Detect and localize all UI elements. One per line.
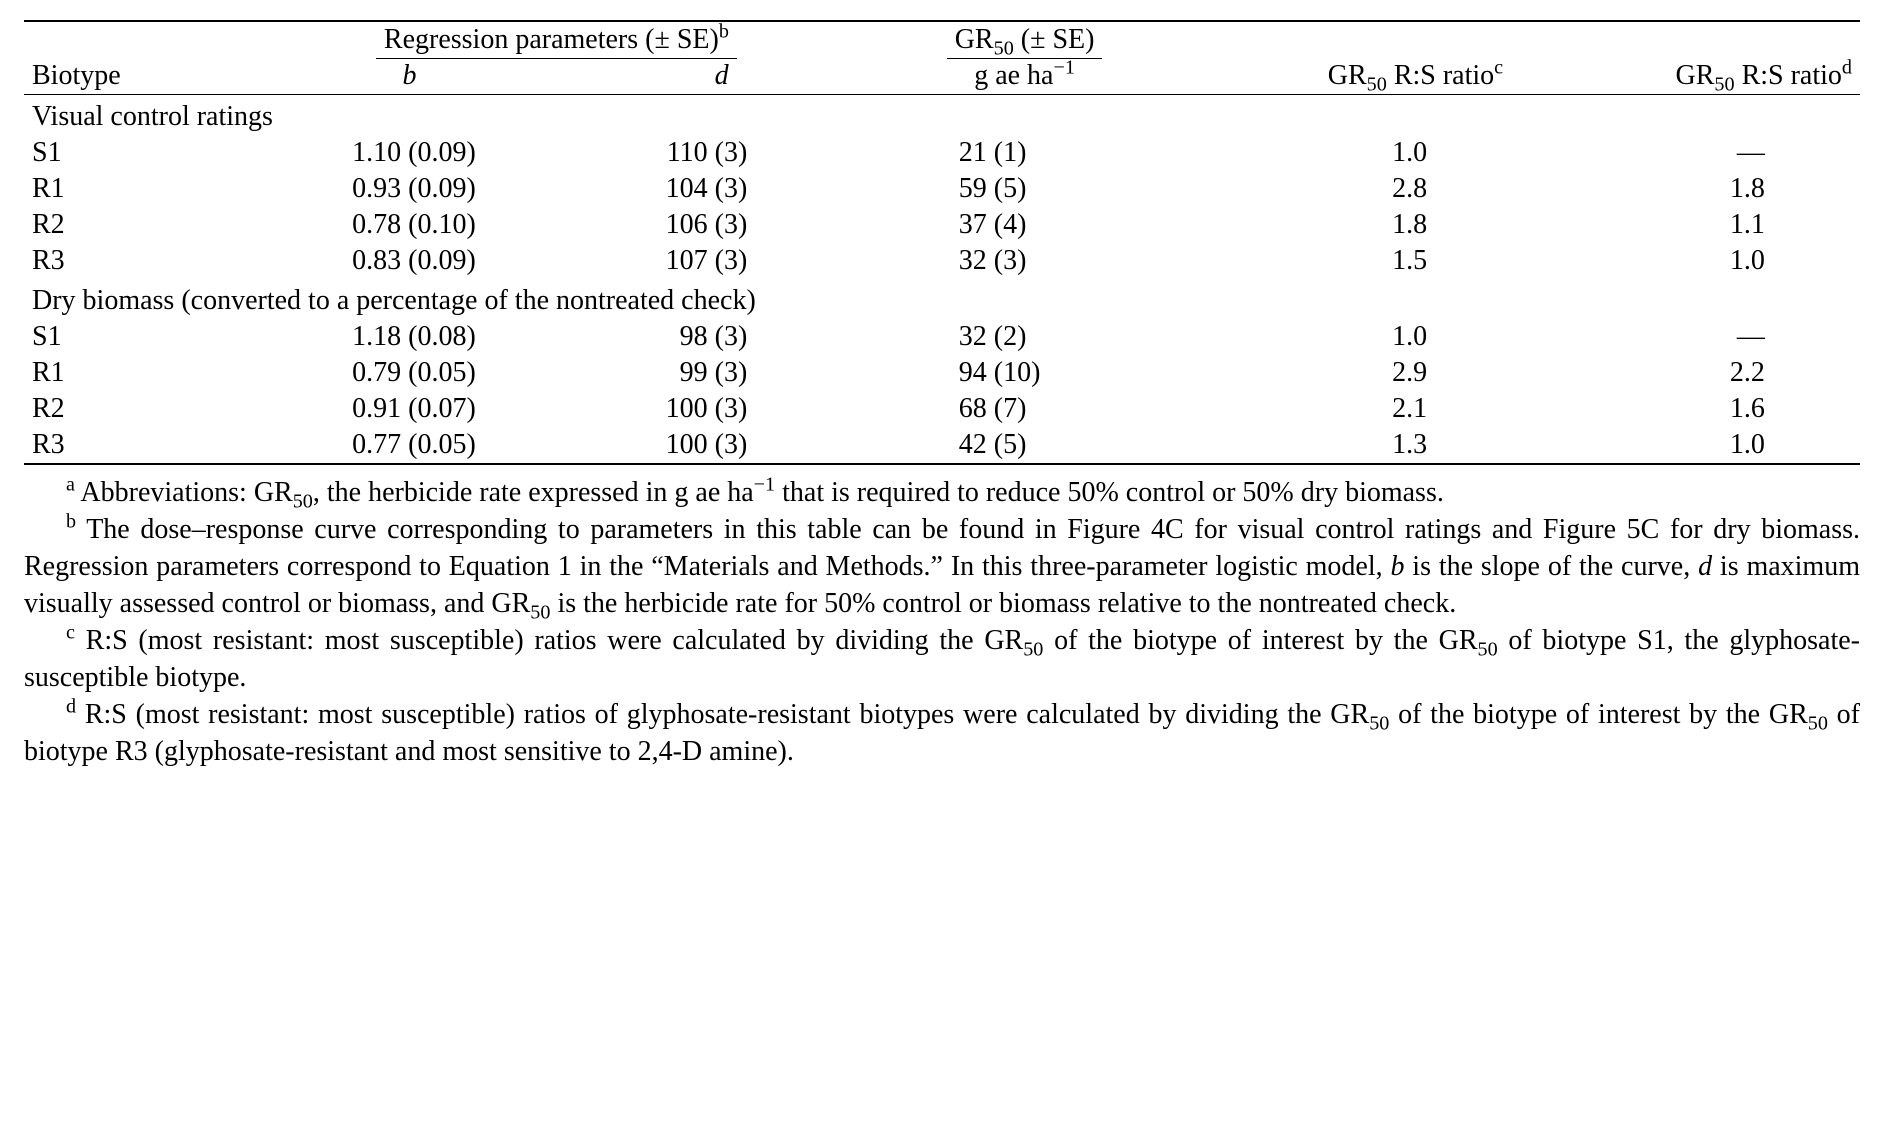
cell-value: 106 (3)	[575, 207, 869, 243]
cell-value: 1.10 (0.09)	[244, 135, 574, 171]
cell-value: 0.79 (0.05)	[244, 355, 574, 391]
table-row: R30.77 (0.05)100 (3)42 (5)1.31.0	[24, 427, 1860, 464]
cell-ratio-d: 1.6	[1511, 391, 1860, 427]
col-regression: Regression parameters (± SE)b	[376, 24, 737, 59]
cell-ratio-d: 2.2	[1511, 355, 1860, 391]
table-row: S11.18 (0.08)98 (3)32 (2)1.0—	[24, 319, 1860, 355]
cell-ratio-c: 2.9	[1181, 355, 1511, 391]
cell-value: 100 (3)	[575, 427, 869, 464]
cell-biotype: R3	[24, 427, 244, 464]
cell-value: 110 (3)	[575, 135, 869, 171]
footnote-b: b The dose–response curve corresponding …	[24, 512, 1860, 623]
cell-ratio-c: 2.8	[1181, 171, 1511, 207]
cell-value: 59 (5)	[869, 171, 1181, 207]
cell-value: 99 (3)	[575, 355, 869, 391]
col-gr50: GR50 (± SE)	[947, 24, 1103, 59]
cell-ratio-c: 1.0	[1181, 135, 1511, 171]
table-row: R10.93 (0.09)104 (3)59 (5)2.81.8	[24, 171, 1860, 207]
section-header: Dry biomass (converted to a percentage o…	[24, 279, 1860, 319]
cell-biotype: R3	[24, 243, 244, 279]
cell-value: 21 (1)	[869, 135, 1181, 171]
cell-ratio-d: 1.0	[1511, 427, 1860, 464]
col-biotype: Biotype	[24, 58, 244, 95]
cell-value: 0.77 (0.05)	[244, 427, 574, 464]
table-body: Visual control ratingsS11.10 (0.09)110 (…	[24, 95, 1860, 465]
cell-ratio-d: —	[1511, 135, 1860, 171]
cell-value: 107 (3)	[575, 243, 869, 279]
cell-value: 37 (4)	[869, 207, 1181, 243]
cell-ratio-d: 1.0	[1511, 243, 1860, 279]
cell-value: 100 (3)	[575, 391, 869, 427]
footnote-c: c R:S (most resistant: most susceptible)…	[24, 623, 1860, 697]
cell-value: 94 (10)	[869, 355, 1181, 391]
cell-ratio-d: —	[1511, 319, 1860, 355]
data-table: Regression parameters (± SE)b GR50 (± SE…	[24, 20, 1860, 465]
table-row: R30.83 (0.09)107 (3)32 (3)1.51.0	[24, 243, 1860, 279]
cell-biotype: R1	[24, 171, 244, 207]
col-ratio-d: GR50 R:S ratiod	[1511, 58, 1860, 95]
table-row: R20.91 (0.07)100 (3)68 (7)2.11.6	[24, 391, 1860, 427]
table-row: R10.79 (0.05)99 (3)94 (10)2.92.2	[24, 355, 1860, 391]
cell-value: 0.78 (0.10)	[244, 207, 574, 243]
cell-value: 0.91 (0.07)	[244, 391, 574, 427]
cell-value: 104 (3)	[575, 171, 869, 207]
cell-biotype: S1	[24, 135, 244, 171]
col-b: b	[244, 58, 574, 95]
cell-ratio-c: 1.5	[1181, 243, 1511, 279]
cell-ratio-d: 1.1	[1511, 207, 1860, 243]
cell-value: 0.93 (0.09)	[244, 171, 574, 207]
footnote-d: d R:S (most resistant: most susceptible)…	[24, 697, 1860, 771]
footnote-a: a Abbreviations: GR50, the herbicide rat…	[24, 475, 1860, 512]
section-header: Visual control ratings	[24, 95, 1860, 136]
cell-biotype: S1	[24, 319, 244, 355]
cell-ratio-d: 1.8	[1511, 171, 1860, 207]
cell-value: 68 (7)	[869, 391, 1181, 427]
cell-ratio-c: 1.8	[1181, 207, 1511, 243]
cell-ratio-c: 1.0	[1181, 319, 1511, 355]
cell-value: 0.83 (0.09)	[244, 243, 574, 279]
table-header: Regression parameters (± SE)b GR50 (± SE…	[24, 21, 1860, 95]
col-d: d	[575, 58, 869, 95]
cell-value: 42 (5)	[869, 427, 1181, 464]
col-gr50-unit: g ae ha−1	[869, 58, 1181, 95]
cell-value: 32 (2)	[869, 319, 1181, 355]
table-row: S11.10 (0.09)110 (3)21 (1)1.0—	[24, 135, 1860, 171]
cell-biotype: R1	[24, 355, 244, 391]
cell-value: 1.18 (0.08)	[244, 319, 574, 355]
cell-ratio-c: 2.1	[1181, 391, 1511, 427]
col-ratio-c: GR50 R:S ratioc	[1181, 58, 1511, 95]
table-row: R20.78 (0.10)106 (3)37 (4)1.81.1	[24, 207, 1860, 243]
cell-value: 98 (3)	[575, 319, 869, 355]
cell-ratio-c: 1.3	[1181, 427, 1511, 464]
cell-biotype: R2	[24, 391, 244, 427]
cell-biotype: R2	[24, 207, 244, 243]
table-footnotes: a Abbreviations: GR50, the herbicide rat…	[24, 475, 1860, 771]
cell-value: 32 (3)	[869, 243, 1181, 279]
